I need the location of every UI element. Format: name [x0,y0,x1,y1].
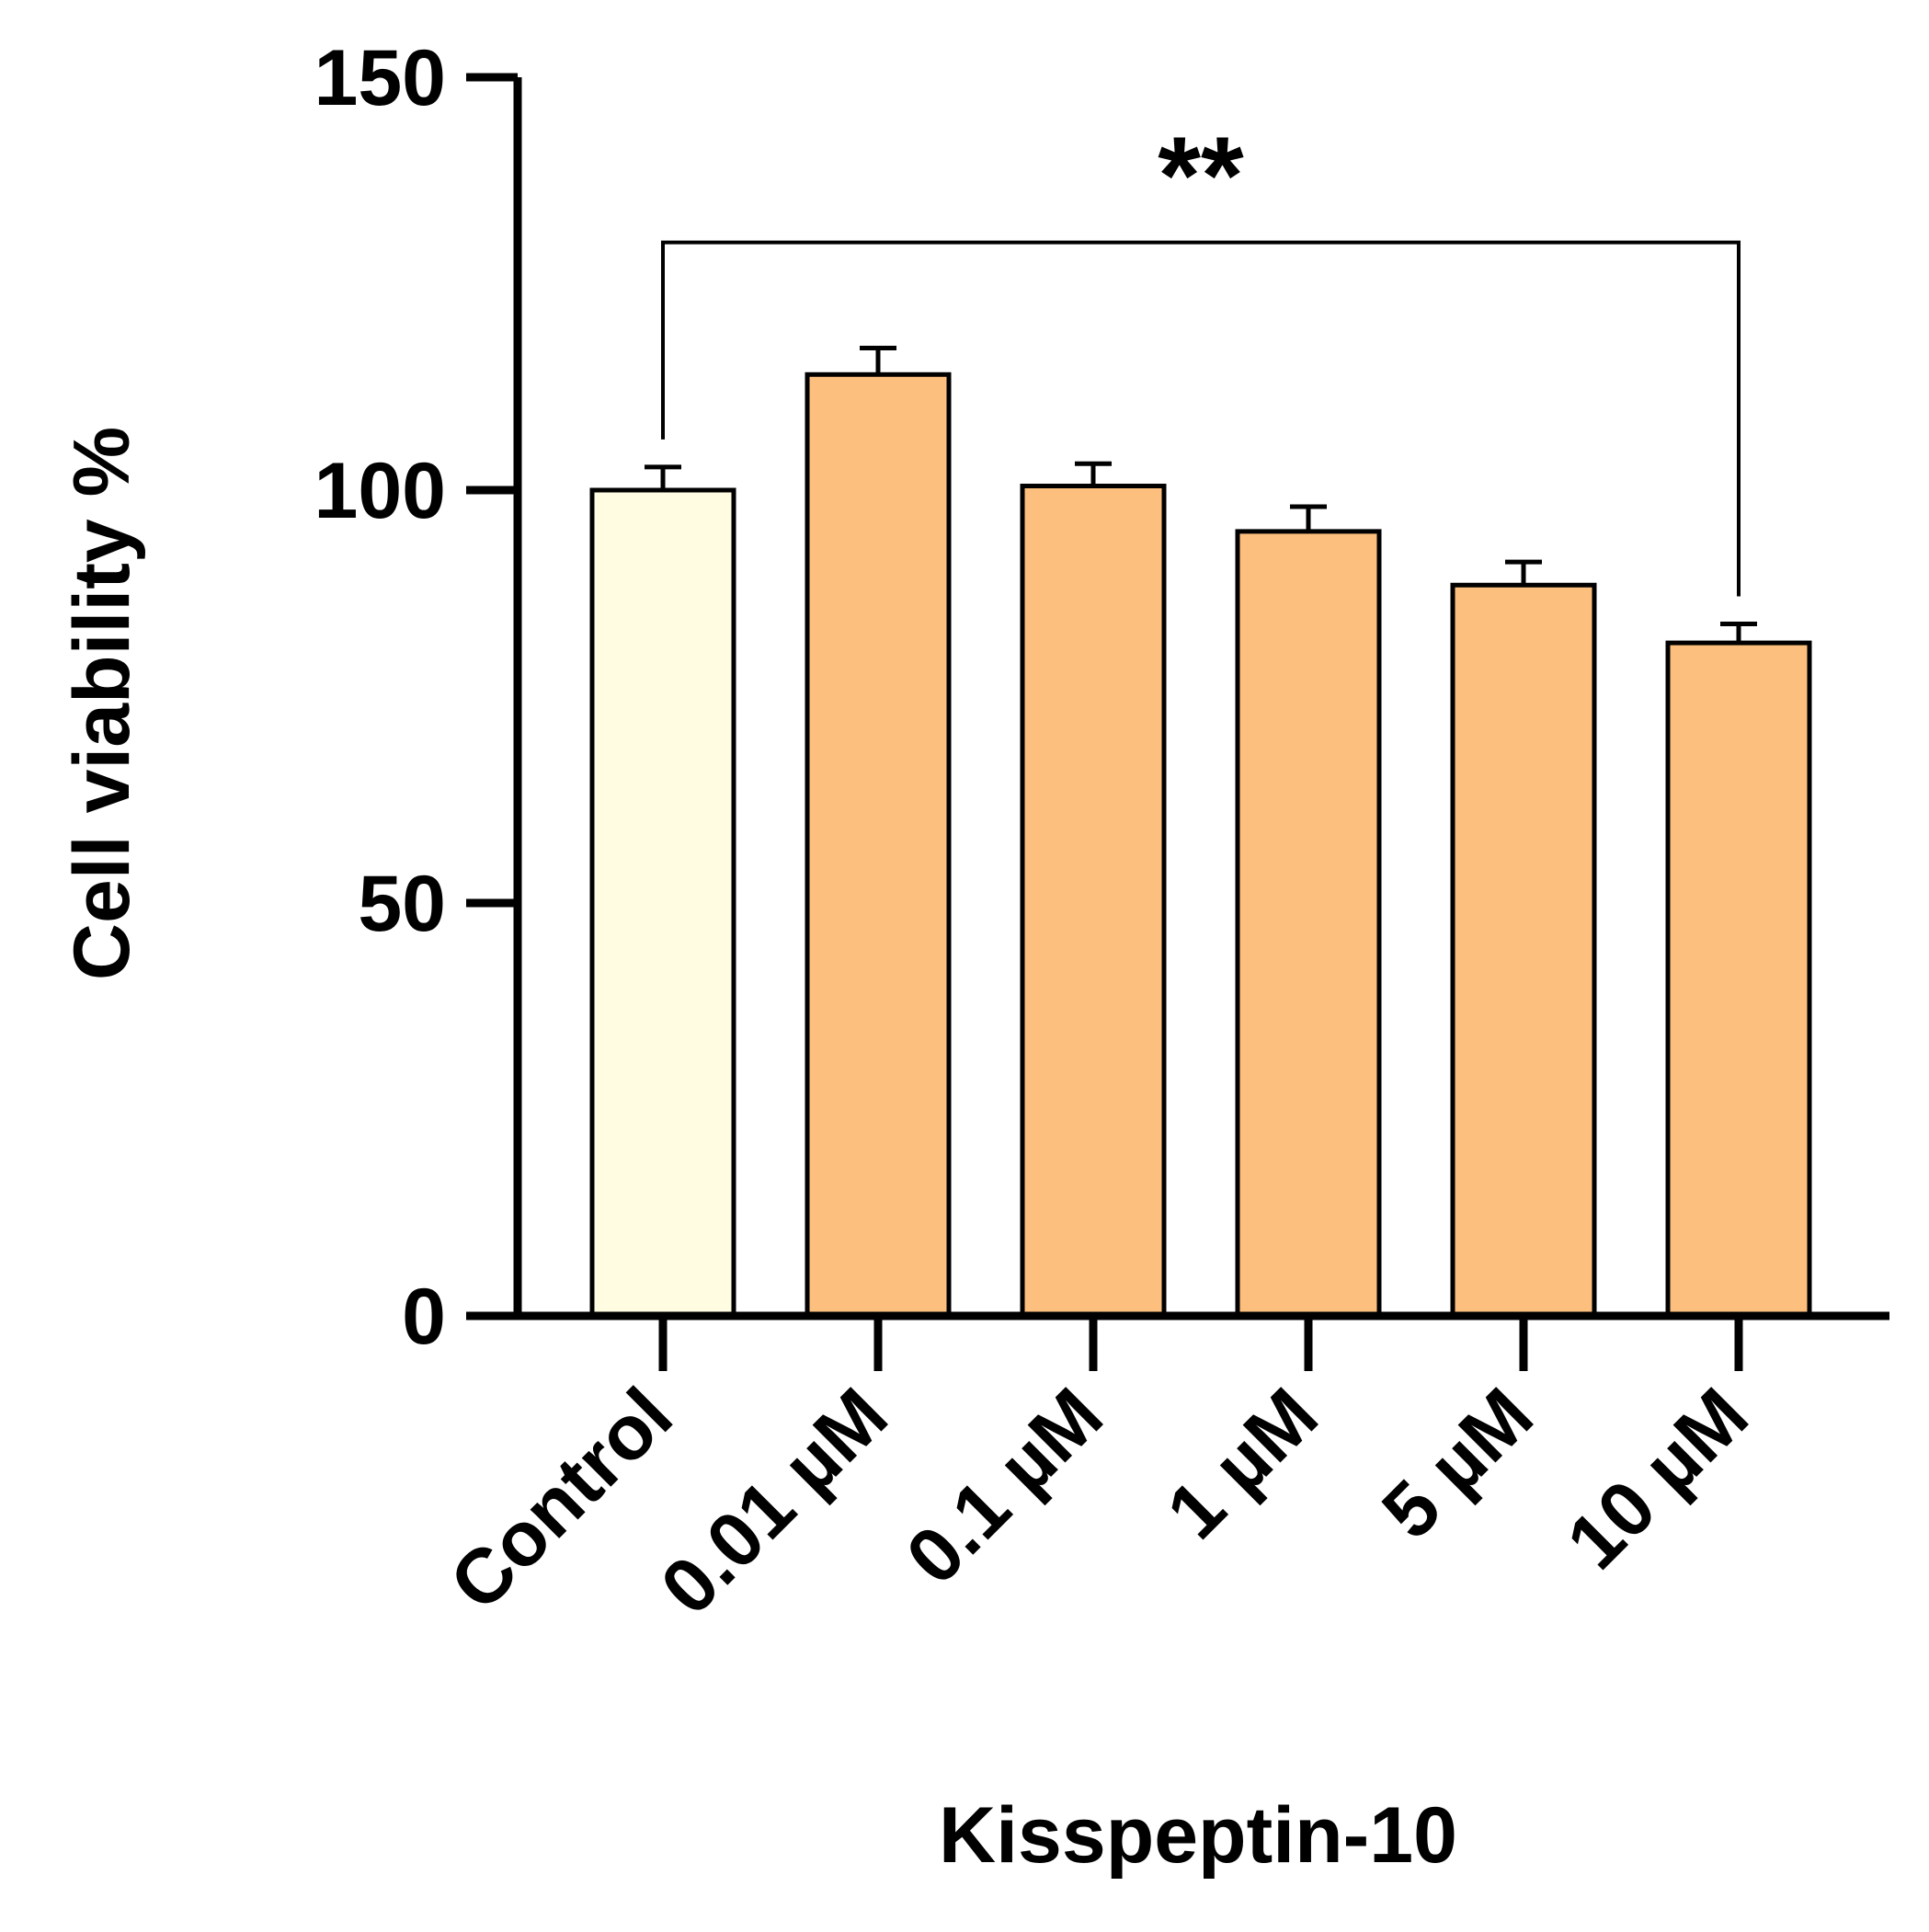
y-tick-label: 150 [314,34,447,122]
significance-layer: ** [661,114,1741,597]
x-tick-label: 10 µM [1550,1371,1764,1585]
y-tick-label: 100 [314,447,447,535]
y-tick-label: 0 [402,1273,446,1361]
bar [1235,529,1382,1319]
y-tick-label: 50 [358,860,446,948]
x-tick-label: Control [433,1371,689,1627]
significance-label: ** [1158,114,1244,237]
x-tick-label: 0.01 µM [644,1371,903,1630]
bar [1450,582,1597,1319]
bar [589,487,736,1319]
bar [1020,484,1167,1319]
bar [1665,640,1812,1319]
bar [805,372,952,1319]
x-axis-title: Kisspeptin-10 [939,1791,1457,1880]
x-tick-label: 0.1 µM [889,1371,1118,1600]
bars-layer [589,372,1812,1319]
x-tick-label: 5 µM [1365,1371,1549,1555]
y-axis-title: Cell viability % [58,427,146,980]
significance-bracket [661,240,1741,597]
x-tick-label: 1 µM [1150,1371,1334,1555]
axes-layer [466,73,1889,1371]
error-bars-layer [645,346,1757,644]
